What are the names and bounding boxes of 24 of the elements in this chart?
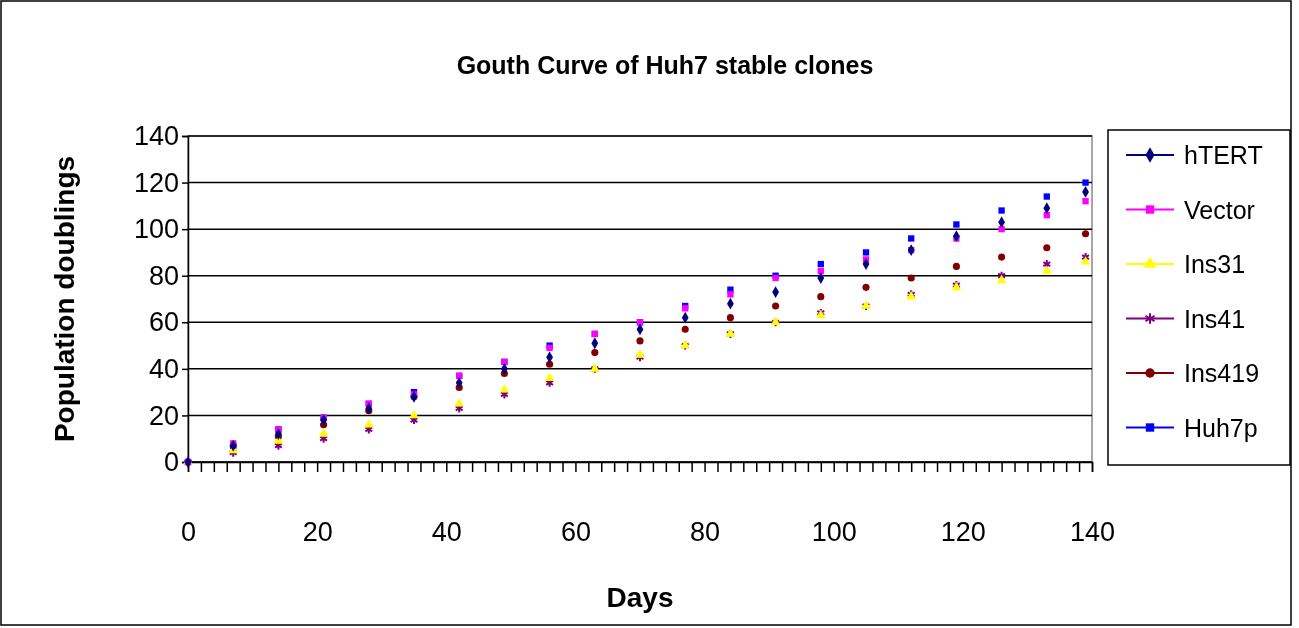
x-tick-label: 20	[302, 517, 333, 548]
legend-label: Huh7p	[1184, 413, 1258, 442]
chart-title: Gouth Curve of Huh7 stable clones	[456, 51, 874, 79]
x-tick-label: 40	[431, 517, 462, 548]
y-tick-label: 0	[163, 447, 179, 478]
x-tick-label: 60	[560, 517, 591, 548]
legend-label: hTERT	[1184, 141, 1263, 169]
x-axis-title: Days	[606, 582, 674, 613]
x-tick-label: 80	[690, 517, 721, 548]
y-tick-label: 40	[148, 354, 179, 384]
y-axis-title: Population doublings	[49, 155, 80, 443]
legend-label: Ins41	[1184, 304, 1246, 333]
legend-label: Ins419	[1184, 359, 1260, 387]
y-tick-label: 80	[148, 260, 179, 291]
y-tick-label: 120	[133, 167, 179, 198]
legend-label: Vector	[1184, 195, 1255, 224]
y-tick-label: 100	[133, 214, 179, 245]
y-tick-label: 140	[133, 121, 179, 152]
legend-label: Ins31	[1184, 250, 1246, 278]
x-tick-label: 140	[1069, 517, 1116, 548]
x-tick-label: 120	[940, 517, 986, 548]
x-tick-label: 100	[811, 517, 857, 548]
y-tick-label: 60	[148, 307, 179, 338]
y-tick-label: 20	[148, 400, 179, 431]
